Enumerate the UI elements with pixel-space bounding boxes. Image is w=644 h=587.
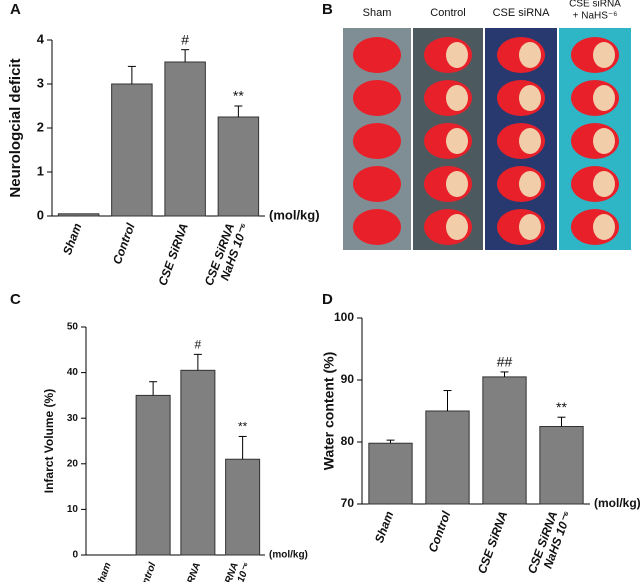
unit-label: (mol/kg) [269, 207, 320, 222]
significance: ** [233, 88, 244, 104]
panel-label: B [322, 1, 333, 18]
bar [180, 369, 216, 556]
x-tick-label: CSE SiRNA [174, 561, 203, 582]
infarct [446, 42, 468, 68]
y-tick-label: 4 [37, 31, 45, 46]
brain-slice [353, 209, 401, 245]
panel-label: C [10, 291, 21, 308]
unit-label: (mol/kg) [269, 550, 308, 561]
y-tick-label: 50 [67, 322, 79, 333]
infarct [593, 214, 615, 240]
y-tick-label: 70 [341, 496, 355, 510]
y-tick-label: 40 [67, 367, 79, 378]
x-tick-label: Control [110, 221, 138, 266]
unit-label: (mol/kg) [594, 496, 641, 510]
bar [368, 442, 413, 505]
brain-slice [353, 80, 401, 116]
y-tick-label: 20 [67, 458, 79, 469]
significance: ## [497, 354, 513, 370]
brain-slice [353, 166, 401, 202]
bar [425, 410, 470, 505]
y-axis-label: Water content (%) [321, 352, 337, 470]
x-tick-label: Sham [372, 509, 396, 545]
panel-label: A [10, 1, 21, 18]
bar [164, 61, 206, 217]
y-tick-label: 3 [37, 75, 44, 90]
significance: # [181, 31, 189, 47]
y-tick-label: 1 [37, 163, 44, 178]
infarct [446, 128, 468, 154]
y-axis-label: Neurologcial deficit [7, 58, 24, 197]
infarct [519, 42, 541, 68]
x-tick-label: Sham [60, 221, 84, 257]
y-tick-label: 100 [334, 310, 354, 324]
column-title: CSE siRNA [493, 7, 551, 19]
y-tick-label: 0 [72, 550, 78, 561]
infarct [519, 128, 541, 154]
y-tick-label: 2 [37, 119, 44, 134]
infarct [519, 214, 541, 240]
bar [225, 458, 261, 556]
column-title: Sham [363, 7, 392, 19]
infarct [446, 85, 468, 111]
infarct [593, 171, 615, 197]
panel-label: D [322, 291, 333, 308]
x-tick-label: CSE SiRNA [155, 221, 191, 287]
column-title: + NaHS⁻⁶ [573, 11, 618, 22]
x-tick-label: Control [136, 561, 159, 582]
y-tick-label: 30 [67, 413, 79, 424]
infarct [446, 171, 468, 197]
infarct [519, 171, 541, 197]
column-title: Control [430, 7, 465, 19]
infarct [446, 214, 468, 240]
x-tick-label: Sham [94, 561, 114, 582]
y-axis-label: Infarct Volume (%) [42, 389, 56, 493]
x-tick-label: Control [426, 509, 454, 554]
x-tick-label: CSE SiRNA [475, 509, 511, 575]
infarct [593, 85, 615, 111]
y-tick-label: 0 [37, 207, 44, 222]
infarct [519, 85, 541, 111]
brain-slice [353, 123, 401, 159]
y-tick-label: 10 [67, 504, 79, 515]
y-tick-label: 80 [341, 434, 355, 448]
y-tick-label: 90 [341, 372, 355, 386]
bar [482, 376, 527, 505]
column-title: CSE siRNA [569, 0, 621, 10]
bar [135, 394, 171, 556]
brain-slice [353, 37, 401, 73]
bar [57, 213, 100, 217]
bar [539, 426, 584, 505]
significance: ** [238, 420, 248, 434]
significance: # [195, 338, 202, 352]
infarct [593, 128, 615, 154]
infarct [593, 42, 615, 68]
significance: ** [556, 399, 567, 415]
bar [217, 116, 260, 217]
bar [111, 83, 153, 217]
